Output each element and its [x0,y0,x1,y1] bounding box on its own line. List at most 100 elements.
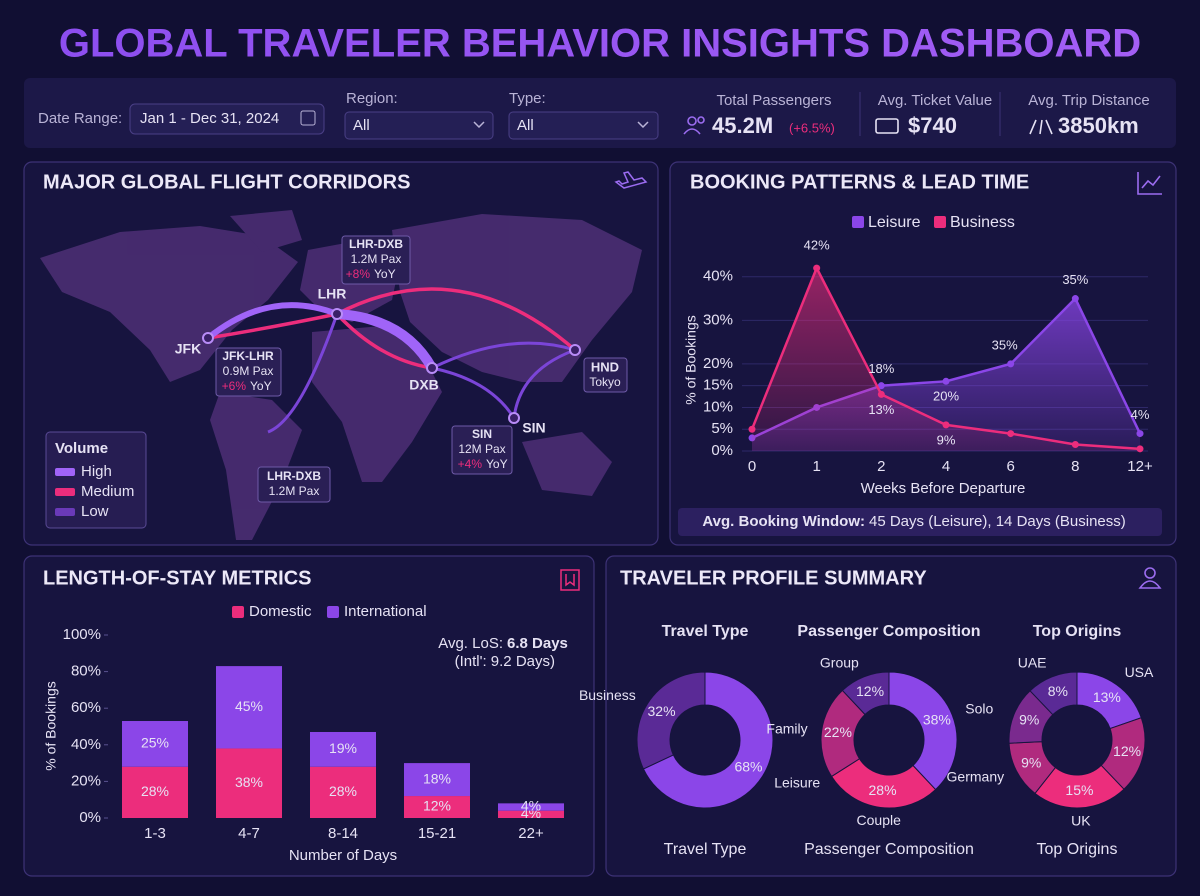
slice-name: UK [1071,813,1091,829]
ticket-icon [875,118,899,134]
city-code: HND [591,359,619,374]
point [877,382,885,390]
donut-title: Travel Type [662,623,749,640]
panel-title: MAJOR GLOBAL FLIGHT CORRIDORS [43,171,410,193]
donut-slice [1029,671,1078,716]
bar-label: 28% [141,783,169,799]
bar-segment [216,748,282,818]
slice-name: Business [579,687,636,703]
donut-title: Top Origins [1033,623,1122,640]
point [1071,440,1079,448]
annotation: 4% [1131,407,1150,422]
world-map [40,210,642,540]
legend-swatch [327,606,339,618]
donut-slice [636,671,706,770]
chevron [637,121,649,129]
slice-label: 8% [1048,683,1068,699]
note-sub: (Intl': 9.2 Days) [455,653,555,670]
x-tick-label: 0 [748,458,756,475]
donut-slice [830,758,937,809]
legend-item: High [81,463,112,480]
legend-item: Business [950,214,1015,231]
callout [215,347,282,397]
bar-label: 25% [141,735,169,751]
x-tick-label: 1-3 [144,825,166,842]
flight-arcs [206,287,577,434]
bar-label: 38% [235,774,263,790]
bar-label: 4% [521,798,541,814]
point [942,377,950,385]
x-tick-label: 4-7 [238,825,260,842]
x-tick-label: 15-21 [418,825,456,842]
slice-name: UAE [1018,655,1047,671]
bar-segment [310,731,376,767]
donut-caption: Passenger Composition [804,841,974,858]
panel-title: BOOKING PATTERNS & LEAD TIME [690,171,1029,193]
bar-segment [122,766,188,818]
panel-title: TRAVELER PROFILE SUMMARY [620,567,927,589]
slice-name: Germany [947,768,1005,784]
slice-label: 22% [824,724,852,740]
legend-swatch [55,488,75,496]
callout-title: LHR-DXB [267,469,321,483]
type-value: All [517,117,534,134]
x-axis-label: Weeks Before Departure [861,480,1026,497]
callout-title: LHR-DXB [349,237,403,251]
callout-pax: 1.2M Pax [351,252,402,266]
legend-swatch [55,508,75,516]
kpi-value: $740 [908,113,957,138]
type-label: Type: [509,90,546,107]
callout [583,357,628,393]
callout [451,425,513,475]
city-label: SIN [522,420,545,436]
point [813,264,821,272]
kpi-label: Avg. Trip Distance [1028,92,1149,109]
slice-label: 13% [1093,689,1121,705]
callout-change: +6% [222,379,247,393]
callout-yoy: YoY [486,457,508,471]
donut-caption: Top Origins [1037,841,1118,858]
region-dropdown[interactable] [344,111,494,140]
region-value: All [353,117,370,134]
bar-label: 45% [235,698,263,714]
people-icon [683,116,705,135]
legend-item: International [344,603,427,620]
legend-item: Medium [81,483,134,500]
y-tick-label: 0% [711,442,733,459]
bar-label: 12% [423,798,451,814]
slice-name: USA [1125,664,1154,680]
point [877,390,885,398]
bar-segment [310,766,376,818]
city-dots [202,308,581,424]
y-tick-label: 60% [71,699,101,716]
bar-segment [498,803,564,811]
annotation: 42% [804,238,830,253]
chevron [473,121,485,129]
slice-label: 12% [1113,743,1141,759]
type-dropdown[interactable] [508,111,659,140]
x-tick-label: 4 [942,458,950,475]
donut-caption: Travel Type [664,841,747,858]
callout-title: SIN [472,427,492,441]
slice-label: 38% [923,712,951,728]
donut-slice [841,671,890,716]
distance-icon [1029,119,1053,135]
slice-label: 12% [856,683,884,699]
point [1136,445,1144,453]
city-label: DXB [409,377,439,393]
y-tick-label: 80% [71,663,101,680]
plane-icon [614,171,648,189]
callout-yoy: YoY [250,379,272,393]
callout-pax: 1.2M Pax [269,484,320,498]
y-tick-label: 20% [703,355,733,372]
point [942,421,950,429]
donut-slice [888,671,958,791]
date-picker[interactable] [129,103,325,135]
profile-panel [605,555,1177,877]
point [1007,360,1015,368]
bookmark-icon [560,569,580,591]
callout-pax: 12M Pax [458,442,505,456]
note-value: 6.8 Days [507,635,568,652]
legend-item: Leisure [868,214,921,231]
